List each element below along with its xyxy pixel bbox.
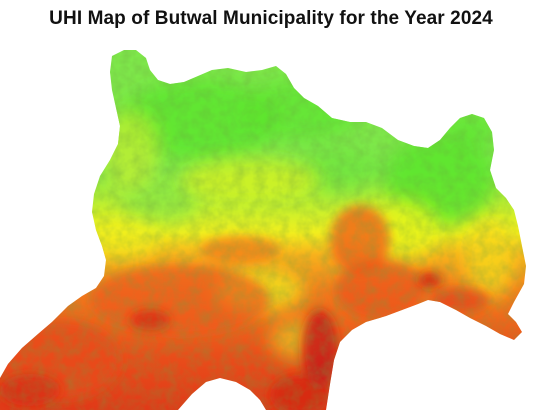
uhi-map-canvas (0, 50, 526, 410)
uhi-map (0, 38, 542, 410)
uhi-raster (0, 50, 526, 410)
excluded-area (200, 382, 264, 410)
map-title: UHI Map of Butwal Municipality for the Y… (49, 8, 493, 29)
texture-overlay (0, 50, 526, 410)
